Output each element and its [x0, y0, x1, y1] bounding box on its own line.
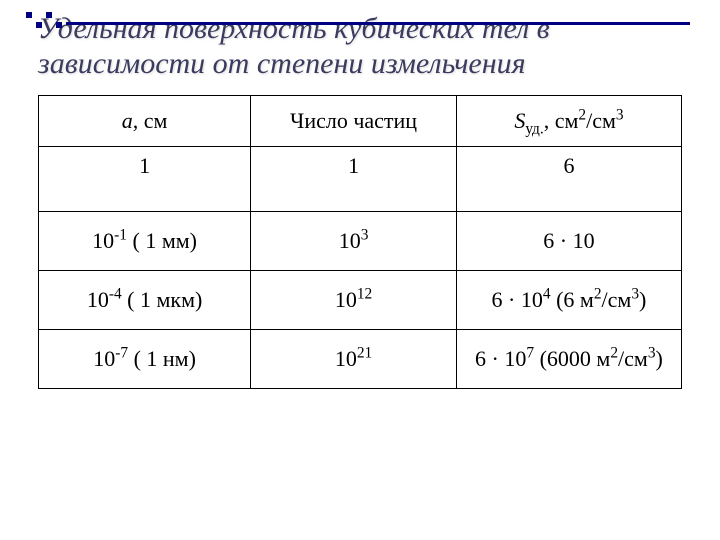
header-var: a [122, 108, 133, 133]
cell-s: 6 · 104 (6 м2/см3) [456, 271, 681, 330]
decor-square [26, 12, 32, 18]
cell-count: 1 [251, 147, 457, 212]
decor-line [66, 22, 690, 25]
table-row: 116 [39, 147, 682, 212]
header-unit-html: см2/см3 [555, 108, 624, 133]
cell-count: 1021 [251, 330, 457, 389]
decor-square [56, 22, 62, 28]
cell-count: 103 [251, 212, 457, 271]
decor-square [36, 22, 42, 28]
data-table: a, см Число частиц Sуд., см2/см3 11610-1… [38, 95, 682, 389]
table-row: 10-4 ( 1 мкм)10126 · 104 (6 м2/см3) [39, 271, 682, 330]
cell-a: 10-4 ( 1 мкм) [39, 271, 251, 330]
col-header-count: Число частиц [251, 96, 457, 147]
table-row: 10-7 ( 1 нм)10216 · 107 (6000 м2/см3) [39, 330, 682, 389]
header-sub: уд. [525, 120, 543, 137]
header-unit: , [133, 108, 144, 133]
cell-count: 1012 [251, 271, 457, 330]
header-unit: , [544, 108, 555, 133]
cell-a: 10-1 ( 1 мм) [39, 212, 251, 271]
cell-s: 6 [456, 147, 681, 212]
col-header-a: a, см [39, 96, 251, 147]
decor-square [46, 12, 52, 18]
table-row: 10-1 ( 1 мм)1036 · 10 [39, 212, 682, 271]
cell-s: 6 · 10 [456, 212, 681, 271]
table-header-row: a, см Число частиц Sуд., см2/см3 [39, 96, 682, 147]
cell-a: 10-7 ( 1 нм) [39, 330, 251, 389]
cell-s: 6 · 107 (6000 м2/см3) [456, 330, 681, 389]
table-body: 11610-1 ( 1 мм)1036 · 1010-4 ( 1 мкм)101… [39, 147, 682, 389]
slide: Удельная поверхность кубических тел в за… [0, 0, 720, 540]
header-var: S [514, 108, 525, 133]
cell-a: 1 [39, 147, 251, 212]
col-header-s: Sуд., см2/см3 [456, 96, 681, 147]
header-unit-text: см [144, 108, 168, 133]
